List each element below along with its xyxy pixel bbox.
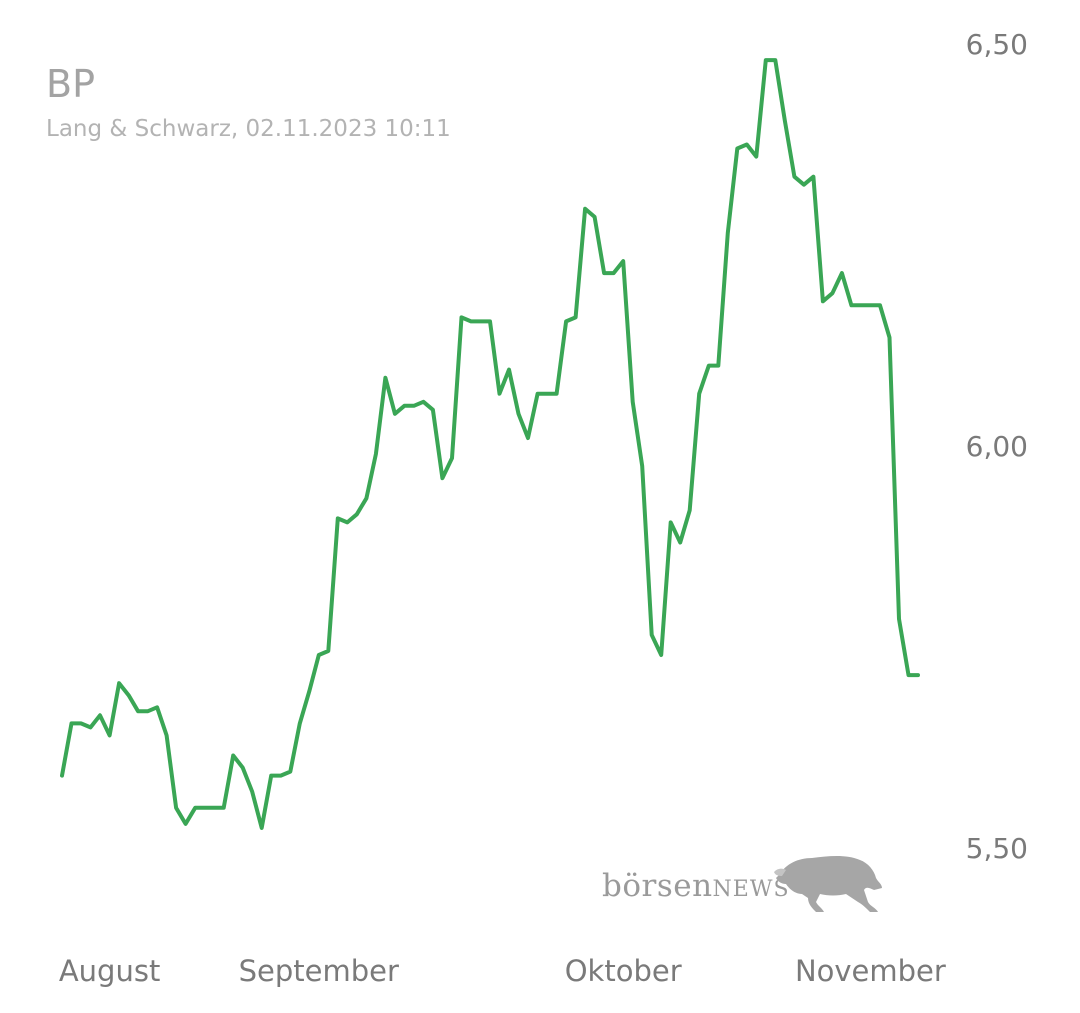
watermark-brand-upper: NEWS [712,877,790,902]
chart-subtitle: Lang & Schwarz, 02.11.2023 10:11 [46,116,451,142]
y-tick-label: 6,50 [966,28,1028,61]
page-title: BP [46,62,95,106]
y-tick-label: 5,50 [966,832,1028,865]
bull-icon [774,856,882,912]
x-tick-label: August [59,954,161,988]
watermark-logo: börsenNEWS [602,868,790,904]
y-tick-label: 6,00 [966,430,1028,463]
x-tick-label: Oktober [565,954,682,988]
x-tick-label: September [239,954,399,988]
price-line [60,58,920,830]
watermark-brand-lower: börsen [602,868,713,904]
x-tick-label: November [795,954,946,988]
